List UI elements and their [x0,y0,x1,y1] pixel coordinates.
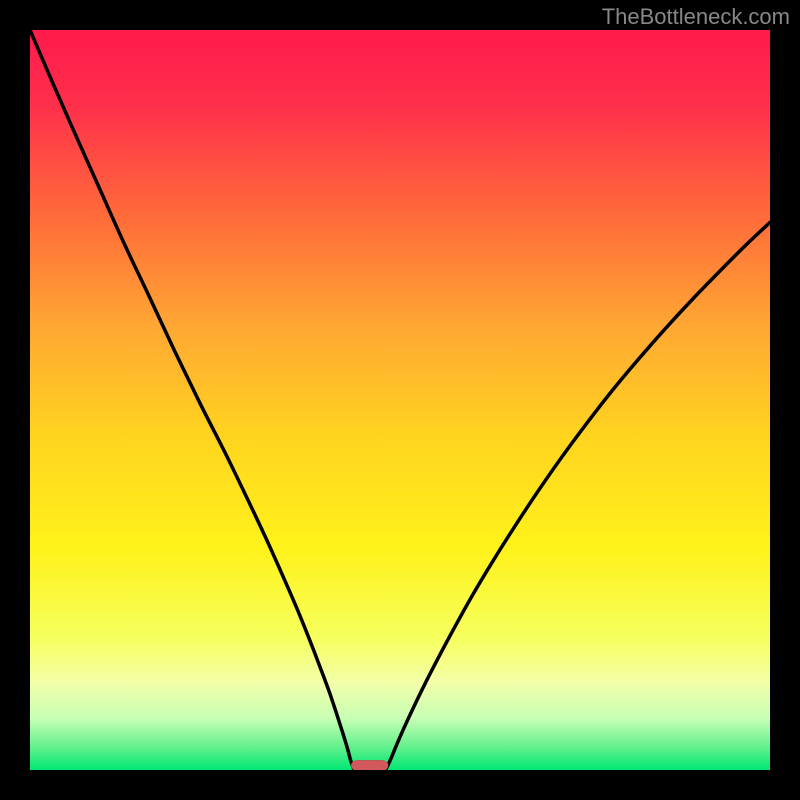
chart-svg [30,30,770,770]
chart-plot-area [30,30,770,770]
optimal-range-marker [351,760,388,770]
watermark-text: TheBottleneck.com [602,4,790,30]
chart-background [30,30,770,770]
